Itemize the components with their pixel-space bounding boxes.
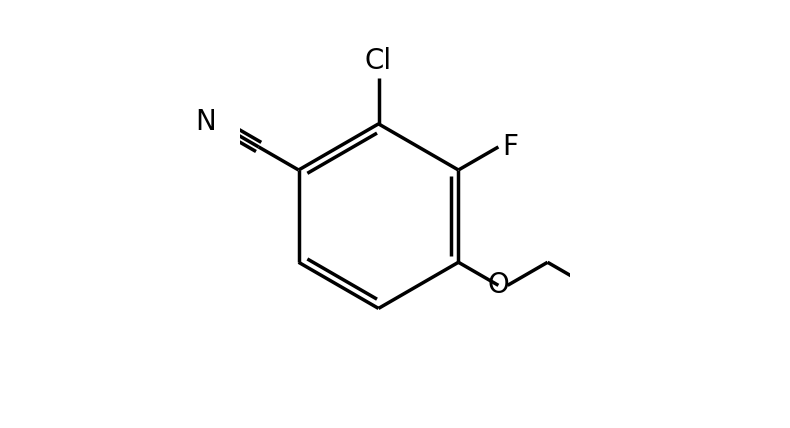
Text: Cl: Cl — [365, 47, 392, 75]
Text: N: N — [195, 108, 216, 136]
Text: F: F — [502, 133, 518, 161]
Text: O: O — [487, 271, 510, 299]
